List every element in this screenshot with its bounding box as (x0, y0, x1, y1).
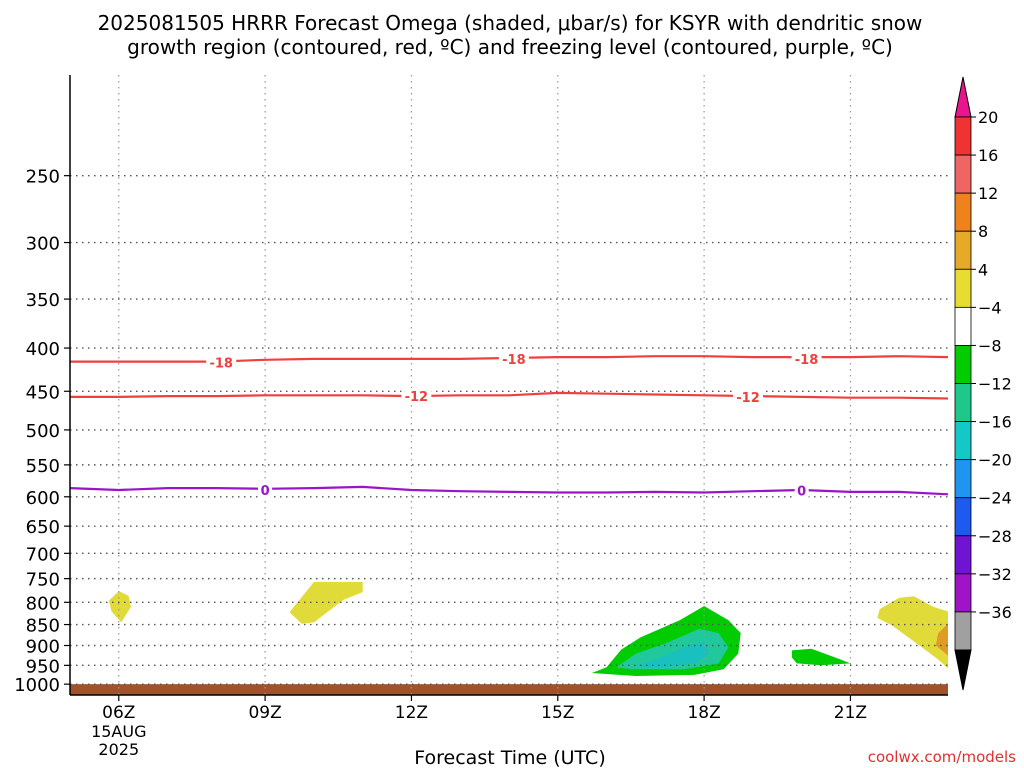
colorbar-label-14: −36 (978, 603, 1012, 622)
omega-region-8 (791, 648, 851, 666)
contour-label--18-0: -18 (209, 356, 233, 371)
colorbar-label-11: −24 (978, 489, 1012, 508)
colorbar-swatch-12 (954, 535, 972, 575)
x-tick-label-18Z: 18Z (687, 703, 720, 723)
x-tick-label-09Z: 09Z (248, 703, 281, 723)
colorbar-swatch-10 (954, 459, 972, 499)
contour-label-0-1: 0 (797, 485, 806, 500)
surface-ground (70, 684, 948, 695)
colorbar-label-2: 16 (978, 146, 998, 165)
colorbar-label-12: −28 (978, 527, 1012, 546)
contour-label-0-0: 0 (261, 484, 270, 499)
y-tick-label-450: 450 (26, 382, 60, 403)
colorbar-swatch-5 (954, 268, 972, 308)
x-tick-label-06Z: 06Z (102, 703, 135, 723)
y-tick-label-550: 550 (26, 456, 60, 477)
y-tick-label-600: 600 (26, 488, 60, 509)
contour-label--18-2: -18 (795, 353, 819, 368)
surface-fill (70, 684, 948, 695)
colorbar-swatch-6 (954, 306, 972, 346)
y-tick-label-950: 950 (26, 656, 60, 677)
y-tick-label-850: 850 (26, 616, 60, 637)
y-tick-label-1000: 1000 (14, 675, 60, 696)
colorbar-label-10: −20 (978, 451, 1012, 470)
colorbar-swatch-4 (954, 230, 972, 270)
plot-area (70, 75, 948, 695)
colorbar-top-arrow (954, 76, 972, 118)
omega-region-7 (635, 641, 709, 668)
plot-background (70, 75, 948, 695)
y-tick-label-800: 800 (26, 593, 60, 614)
omega-region-3 (877, 596, 948, 669)
x-axis-label: Forecast Time (UTC) (414, 747, 605, 768)
contour-labels: -18 -18 -18 -12 -12 0 0 (206, 350, 822, 500)
x-tick-label-15Z: 15Z (541, 703, 574, 723)
omega-shading (109, 582, 948, 676)
contour-label-bg--12-1 (733, 388, 764, 405)
contour-label-bg-0-1 (794, 482, 809, 499)
contour-label--12-1: -12 (736, 391, 760, 406)
x-tick-label-12Z: 12Z (395, 703, 428, 723)
contour-line--12 (70, 391, 949, 400)
y-tick-label-400: 400 (26, 339, 60, 360)
colorbar-label-3: 12 (978, 184, 998, 203)
colorbar-label-13: −32 (978, 565, 1012, 584)
colorbar-swatch-7 (954, 345, 972, 384)
contour-label-bg--18-0 (206, 354, 237, 371)
colorbar-label-1: 20 (978, 108, 998, 127)
grid-lines (70, 75, 948, 695)
y-axis: 2503003504004505005506006507007508008509… (14, 75, 71, 696)
x-tick-sublabel-year: 2025 (98, 740, 139, 759)
contour-label--12-0: -12 (405, 390, 429, 405)
colorbar-label-6: −4 (978, 298, 1002, 317)
colorbar: 20 16 12 8 4 −4 −8 −12 −16 −20 −24 −28 −32 −36 (954, 76, 1012, 691)
x-tick-label-21Z: 21Z (834, 703, 867, 723)
watermark: coolwx.com/models (868, 748, 1016, 766)
y-tick-label-650: 650 (26, 517, 60, 538)
colorbar-swatch-14 (954, 611, 972, 651)
y-tick-label-900: 900 (26, 637, 60, 658)
contour-label-bg--18-2 (791, 350, 822, 367)
contour-label-bg-0-0 (258, 481, 273, 498)
chart-title-line-2: growth region (contoured, red, ºC) and f… (127, 35, 893, 59)
y-tick-label-750: 750 (26, 570, 60, 591)
x-tick-sublabel-date: 15AUG (91, 722, 146, 741)
contour-label--18-1: -18 (502, 353, 526, 368)
omega-region-4 (935, 623, 948, 656)
omega-region-1 (109, 591, 131, 623)
colorbar-swatch-3 (954, 192, 972, 232)
colorbar-label-8: −12 (978, 375, 1012, 394)
y-tick-label-700: 700 (26, 544, 60, 565)
colorbar-label-7: −8 (978, 336, 1002, 355)
colorbar-label-5: 4 (978, 260, 988, 279)
contour-label-bg--12-0 (401, 388, 432, 405)
colorbar-swatch-1 (954, 116, 972, 156)
colorbar-label-4: 8 (978, 222, 988, 241)
colorbar-swatch-11 (954, 497, 972, 537)
y-tick-label-350: 350 (26, 290, 60, 311)
y-tick-label-250: 250 (26, 167, 60, 188)
y-tick-label-500: 500 (26, 421, 60, 442)
colorbar-swatch-8 (954, 383, 972, 422)
colorbar-swatch-13 (954, 573, 972, 613)
colorbar-swatch-9 (954, 421, 972, 461)
y-tick-label-300: 300 (26, 234, 60, 255)
colorbar-swatch-2 (954, 154, 972, 194)
colorbar-label-9: −16 (978, 413, 1012, 432)
chart-title-line-1: 2025081505 HRRR Forecast Omega (shaded, … (98, 11, 923, 35)
omega-region-2 (289, 582, 363, 624)
colorbar-bottom-arrow (954, 649, 972, 691)
contour-label-bg--18-1 (498, 350, 529, 367)
